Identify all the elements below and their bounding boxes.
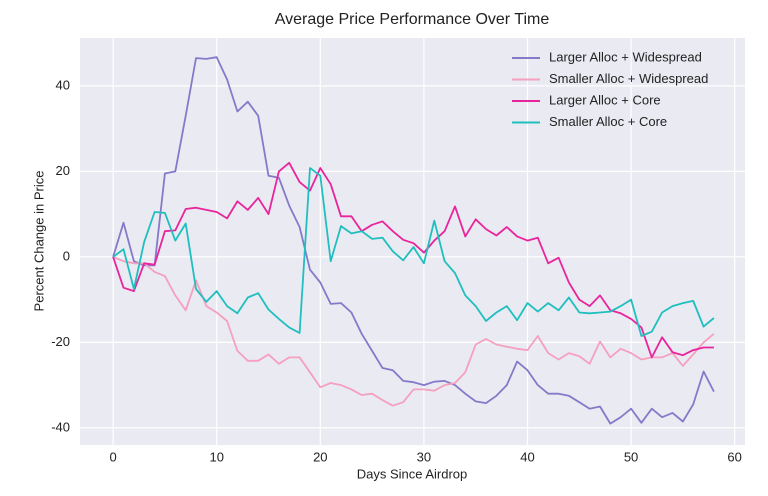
legend-label: Smaller Alloc + Widespread (549, 71, 708, 86)
x-tick-label: 0 (110, 449, 117, 464)
y-tick-label: -40 (51, 419, 70, 434)
y-axis-label: Percent Change in Price (31, 171, 46, 312)
series-line (112, 167, 715, 337)
series-line (112, 256, 715, 407)
series-line (112, 56, 715, 425)
x-tick-label: 60 (727, 449, 741, 464)
series-line (112, 161, 714, 359)
y-tick-label: 40 (56, 77, 70, 92)
legend-label: Larger Alloc + Core (549, 92, 661, 107)
x-axis-label: Days Since Airdrop (357, 466, 468, 481)
y-tick-label: -20 (51, 334, 70, 349)
x-tick-label: 50 (624, 449, 638, 464)
legend-label: Larger Alloc + Widespread (549, 49, 702, 64)
x-tick-label: 30 (417, 449, 431, 464)
plot-area (80, 38, 745, 445)
y-tick-label: 0 (63, 248, 70, 263)
chart-title: Average Price Performance Over Time (275, 11, 550, 28)
x-tick-label: 10 (209, 449, 223, 464)
x-tick-label: 40 (520, 449, 534, 464)
x-tick-label: 20 (313, 449, 327, 464)
y-tick-label: 20 (56, 163, 70, 178)
legend-label: Smaller Alloc + Core (549, 114, 667, 129)
